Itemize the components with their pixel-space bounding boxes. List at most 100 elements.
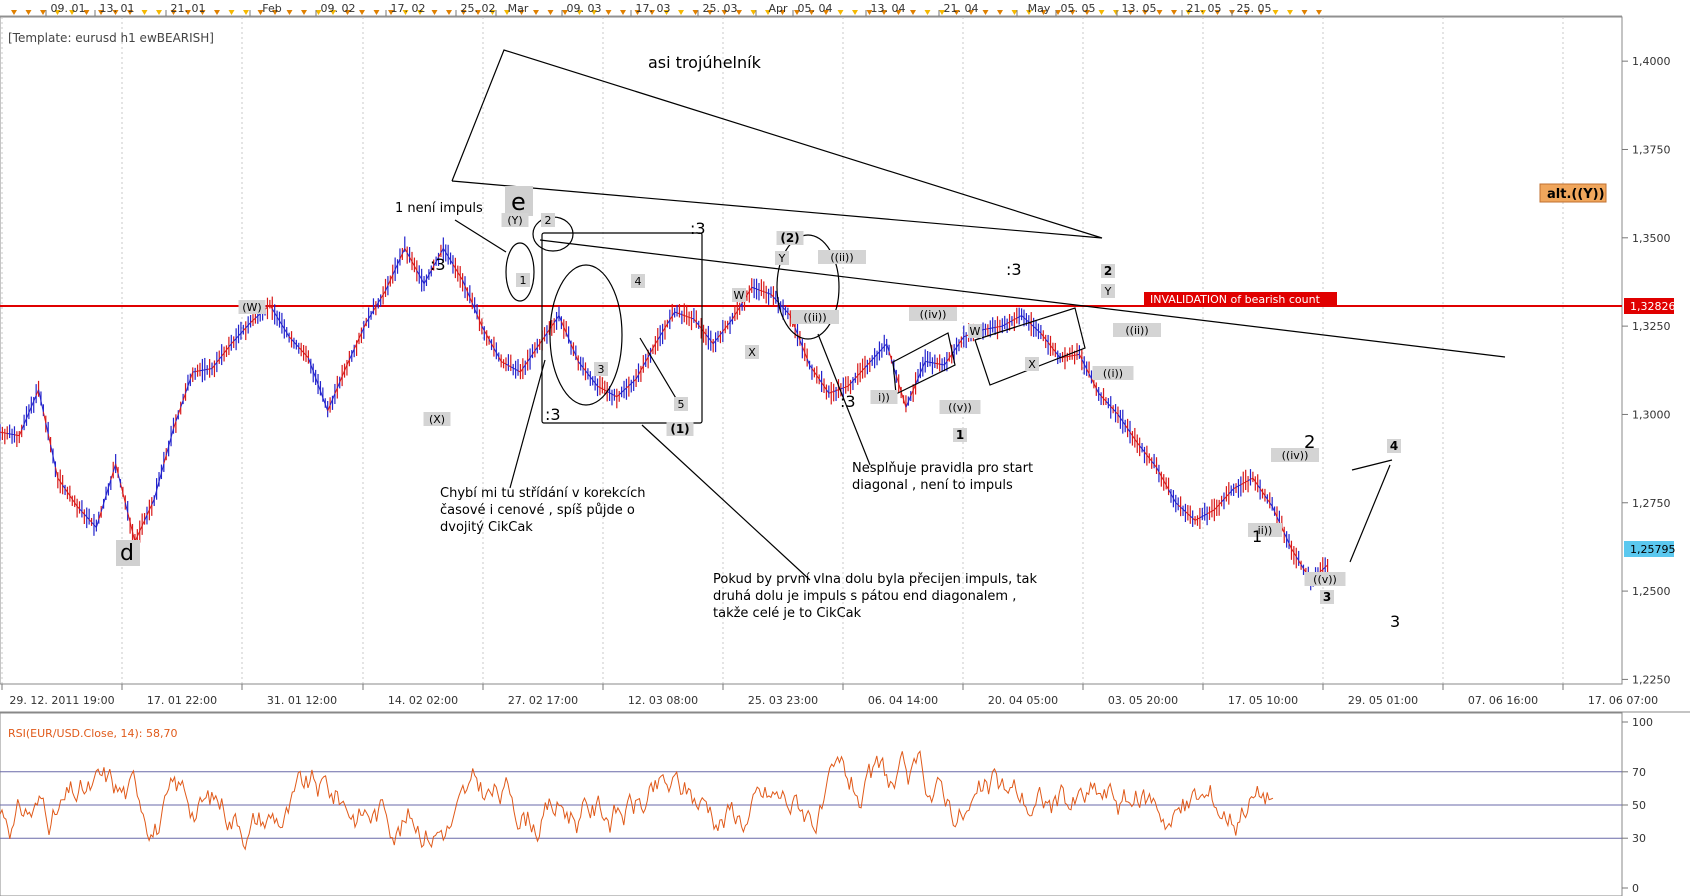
price-segment — [1136, 442, 1141, 447]
price-segment — [642, 361, 647, 367]
invalidation-badge: INVALIDATION of bearish count — [1144, 292, 1337, 306]
price-segment — [1132, 435, 1136, 440]
price-segment — [580, 364, 584, 368]
top-event-marker — [156, 10, 162, 15]
price-segment — [54, 466, 59, 479]
top-event-marker — [808, 10, 815, 15]
price-segment — [799, 340, 803, 347]
price-segment — [336, 382, 341, 389]
box-a — [541, 232, 703, 424]
price-segment — [565, 332, 570, 339]
wave-tag-v: ((v)) — [948, 401, 972, 414]
price-segment — [64, 488, 68, 493]
price-segment — [859, 369, 863, 374]
price-segment — [158, 472, 162, 482]
price-segment — [240, 330, 244, 334]
top-event-marker — [895, 10, 902, 15]
note-line: diagonal , není to impuls — [852, 478, 1013, 493]
price-segment — [847, 383, 851, 387]
top-date-axis: 09. 01 13. 01 21. 01 Feb 09. 02 17. 02 25. 02 M… — [45, 2, 1272, 16]
top-event-marker — [301, 10, 307, 15]
price-segment — [495, 352, 500, 358]
top-date-tick: 25. 03 — [703, 2, 738, 15]
price-segment — [76, 505, 80, 510]
price-segment — [1213, 506, 1218, 511]
price-segment — [766, 292, 769, 294]
projection-line — [1349, 464, 1391, 563]
price-segment — [1160, 476, 1165, 481]
price-segment — [594, 382, 598, 387]
price-segment — [447, 256, 451, 261]
channel-a — [892, 332, 956, 395]
price-segment — [693, 318, 697, 323]
bottom-date-tick: 25. 03 23:00 — [748, 694, 818, 707]
price-segment — [1230, 488, 1234, 492]
top-date-tick: 05. 05 — [1061, 2, 1096, 15]
top-event-marker — [330, 10, 336, 15]
price-segment — [257, 313, 261, 317]
price-segment — [773, 296, 777, 300]
top-event-marker — [1069, 10, 1076, 15]
price-segment — [129, 522, 134, 533]
note-line: dvojitý CikCak — [440, 520, 533, 535]
price-segment — [517, 370, 521, 373]
price-segment — [1295, 556, 1300, 561]
top-event-marker — [634, 10, 641, 15]
big-one: 1 — [1252, 527, 1262, 546]
price-segment — [867, 361, 871, 366]
price-segment — [657, 335, 661, 341]
top-event-marker — [98, 10, 104, 15]
price-segment — [1107, 403, 1112, 407]
price-segment — [329, 399, 333, 406]
wave-tag-bg — [1101, 264, 1115, 278]
price-tick-label: 1,2250 — [1632, 673, 1671, 686]
wave-tag-iv: ((iv)) — [920, 308, 947, 321]
price-segment — [1023, 317, 1027, 321]
bottom-date-tick: 14. 02 02:00 — [388, 694, 458, 707]
price-segment — [1168, 489, 1172, 495]
price-segment — [816, 375, 820, 380]
price-segment — [399, 253, 403, 260]
top-event-marker — [910, 10, 916, 15]
top-event-marker — [228, 10, 235, 15]
price-segment — [418, 274, 423, 280]
price-segment — [1189, 515, 1194, 519]
top-event-marker — [1185, 10, 1192, 15]
price-segment — [151, 499, 155, 505]
top-date-tick: 25. 02 — [461, 2, 496, 15]
price-segment — [440, 248, 444, 254]
price-segment — [664, 323, 668, 329]
price-segment — [315, 377, 319, 385]
price-segment — [281, 324, 285, 330]
top-event-marker — [475, 10, 481, 15]
bottom-date-tick: 07. 06 16:00 — [1468, 694, 1538, 707]
top-event-marker — [736, 10, 742, 15]
price-segment — [269, 304, 273, 310]
price-segment — [910, 389, 914, 397]
price-segment — [532, 350, 536, 355]
price-segment — [734, 310, 738, 316]
price-segment — [705, 334, 709, 338]
top-event-marker — [257, 10, 264, 15]
bottom-date-bar — [0, 684, 1622, 712]
top-date-tick: 21. 04 — [944, 2, 979, 15]
rsi-line — [0, 750, 1274, 851]
price-segment — [1257, 484, 1261, 489]
top-event-marker — [721, 10, 728, 15]
price-segment — [1078, 354, 1083, 360]
price-segment — [1014, 317, 1018, 320]
bottom-date-tick: 06. 04 14:00 — [868, 694, 938, 707]
wave-tag-bg — [1271, 448, 1319, 462]
price-segment — [226, 346, 230, 351]
price-segment — [623, 387, 627, 391]
price-segment — [857, 372, 861, 376]
top-event-marker — [286, 10, 293, 15]
price-segment — [917, 372, 921, 379]
price-segment — [1197, 517, 1201, 520]
top-event-marker — [1287, 10, 1293, 15]
note-line: Chybí mi tu střídání v korekcích — [440, 486, 646, 501]
price-segment — [483, 330, 488, 336]
price-panel[interactable] — [0, 16, 1623, 685]
price-segment — [291, 339, 295, 343]
